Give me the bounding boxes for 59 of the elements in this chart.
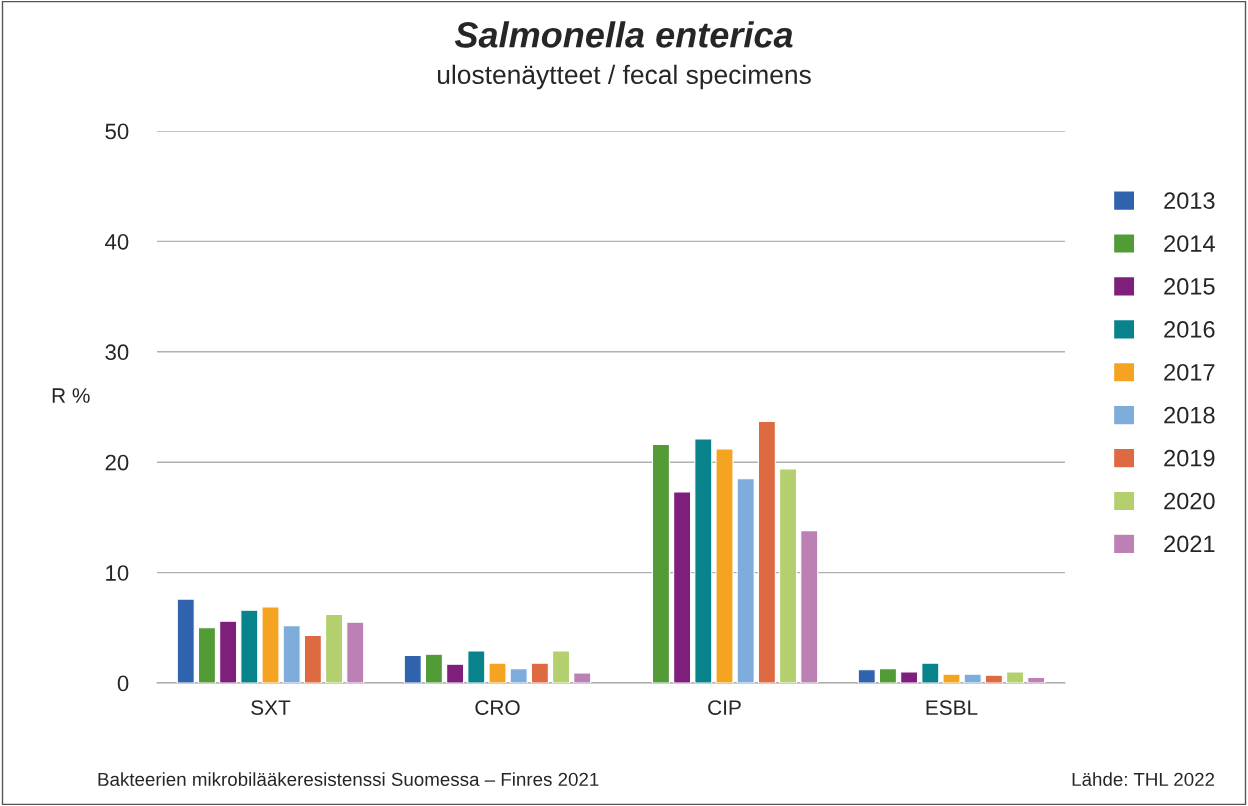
bar: [282, 625, 301, 683]
bar: [694, 438, 713, 683]
chart-subtitle: ulostenäytteet / fecal specimens: [437, 64, 811, 90]
bar: [921, 662, 940, 683]
bar: [240, 609, 259, 683]
bar: [736, 478, 755, 683]
legend-label: 2021: [1164, 535, 1215, 553]
bar: [573, 672, 592, 683]
bar: [800, 530, 819, 683]
bar: [509, 668, 528, 683]
bar: [530, 662, 549, 683]
bar: [261, 606, 280, 683]
x-tick-label: CRO: [475, 700, 520, 715]
y-tick-label: 50: [105, 123, 129, 140]
bar: [715, 448, 734, 683]
chart-title: Salmonella enterica: [454, 21, 793, 48]
bar: [303, 634, 322, 683]
bar: [651, 443, 670, 683]
bar: [1027, 676, 1046, 683]
legend-label: 2017: [1164, 363, 1215, 381]
text: Bakteerien mikrobilääkeresistenssi Suomessa – Finres 2021: [98, 772, 599, 787]
bar: [176, 598, 195, 683]
legend-label: 2013: [1164, 192, 1215, 209]
bar: [446, 663, 465, 683]
legend-label: 2018: [1164, 406, 1215, 424]
bar: [424, 653, 443, 683]
bar: [757, 420, 776, 683]
y-tick-label: 10: [106, 565, 129, 581]
bar: [942, 673, 961, 683]
bar: [878, 668, 897, 683]
legend-label: 2019: [1164, 449, 1215, 467]
bar: [984, 674, 1003, 683]
bar: [552, 650, 571, 683]
y-tick-label: 40: [105, 233, 129, 250]
bar: [900, 671, 919, 683]
bar: [779, 468, 798, 683]
bar: [467, 650, 486, 683]
bar: [488, 662, 507, 683]
bar: [857, 669, 876, 683]
bar: [403, 654, 422, 683]
y-tick-label: 0: [117, 675, 129, 692]
y-tick-label: 30: [105, 344, 129, 361]
bar: [1006, 671, 1025, 683]
text: Lähde: THL 2022: [1072, 772, 1215, 787]
bar: [325, 613, 344, 683]
bar: [963, 673, 982, 683]
y-axis-title: R %: [52, 388, 90, 403]
legend-label: 2016: [1164, 321, 1215, 338]
x-tick-label: SXT: [251, 700, 291, 715]
bar: [219, 620, 238, 683]
x-tick-label: ESBL: [926, 700, 978, 715]
legend-label: 2020: [1164, 492, 1215, 510]
bar: [673, 491, 692, 683]
legend-label: 2015: [1164, 278, 1215, 295]
y-tick-label: 20: [105, 454, 129, 471]
x-tick-label: CIP: [708, 700, 741, 715]
bar: [346, 621, 365, 683]
bar: [197, 627, 216, 683]
legend-label: 2014: [1164, 235, 1215, 252]
